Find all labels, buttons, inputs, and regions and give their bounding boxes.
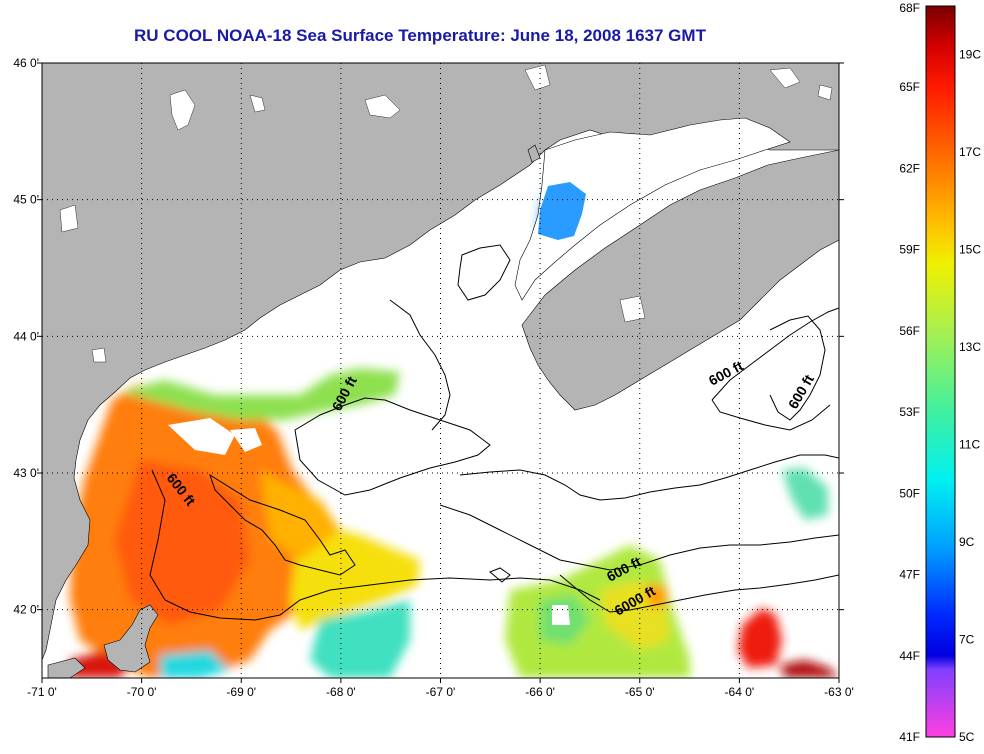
colorbar-f-label: 65F xyxy=(899,80,920,94)
colorbar-f-label: 41F xyxy=(899,730,920,744)
land-layer xyxy=(42,63,839,678)
colorbar-f-label: 56F xyxy=(899,324,920,338)
colorbar-f-label: 59F xyxy=(899,243,920,257)
contour-browns xyxy=(489,567,511,583)
lat-tick-label: 45 0' xyxy=(13,193,39,207)
contour-600ft-east xyxy=(769,315,826,421)
contour-600ft-north xyxy=(294,397,491,496)
colorbar-c-label: 17C xyxy=(959,145,981,159)
lon-tick-label: -64 0' xyxy=(725,685,755,699)
contour-600ft-georges xyxy=(439,504,839,571)
colorbar-f-label: 47F xyxy=(899,568,920,582)
lat-tick-label: 43 0' xyxy=(13,466,39,480)
sst-patch-gulf-of-maine-yellow xyxy=(290,520,420,630)
lon-tick-label: -67 0' xyxy=(426,685,456,699)
colorbar-f-label: 68F xyxy=(899,1,920,15)
contour-600ft-inner xyxy=(209,473,356,576)
water-bay-of-fundy xyxy=(514,117,791,301)
land-nantucket xyxy=(47,657,86,678)
sst-patch-orange-red xyxy=(115,460,250,625)
lon-tick-label: -65 0' xyxy=(625,685,655,699)
land-nova-scotia xyxy=(521,149,839,411)
lakes xyxy=(59,64,833,363)
contour-6000ft xyxy=(559,574,839,613)
sst-patch-southeast-red xyxy=(738,608,782,668)
lon-tick-label: -70 0' xyxy=(127,685,157,699)
colorbar-c-label: 9C xyxy=(959,535,975,549)
colorbar-c-label: 19C xyxy=(959,48,981,62)
lon-tick-label: -63 0' xyxy=(824,685,854,699)
contour-600ft-fundy-shoal xyxy=(457,244,511,301)
cloud-gaps xyxy=(168,418,570,625)
chart-title: RU COOL NOAA-18 Sea Surface Temperature:… xyxy=(134,26,706,45)
colorbar-celsius-labels: 19C 17C 15C 13C 11C 9C 7C 5C xyxy=(959,48,981,744)
sst-patch-yellow-orange xyxy=(260,470,340,560)
sst-data-layer xyxy=(70,182,838,678)
depth-contours xyxy=(149,244,839,621)
land-mainland xyxy=(42,63,839,661)
colorbar-c-label: 11C xyxy=(959,438,980,452)
colorbar-c-label: 7C xyxy=(959,633,975,647)
lon-tick-label: -71 0' xyxy=(27,685,57,699)
contour-600ft-scotian xyxy=(711,307,839,431)
sst-patch-southeast-darkred xyxy=(780,660,838,678)
sst-patch-green-north xyxy=(120,368,400,420)
contour-600ft-basin xyxy=(389,299,451,431)
colorbar-f-label: 50F xyxy=(899,486,920,500)
lon-tick-label: -68 0' xyxy=(326,685,356,699)
lat-tick-label: 42 0' xyxy=(13,603,39,617)
land-cape-cod xyxy=(103,604,159,673)
sst-patch-bay-of-fundy xyxy=(538,182,586,240)
colorbar-f-label: 44F xyxy=(899,649,920,663)
colorbar-c-label: 13C xyxy=(959,340,981,354)
colorbar-c-label: 15C xyxy=(959,243,981,257)
lon-tick-label: -69 0' xyxy=(226,685,256,699)
colorbar-f-label: 53F xyxy=(899,405,920,419)
lat-tick-label: 44 0' xyxy=(13,329,39,343)
map-axes: -71 0' -70 0' -69 0' -68 0' -67 0' -66 0' -65 … xyxy=(13,56,853,699)
colorbar-gradient xyxy=(925,5,956,738)
colorbar-f-label: 62F xyxy=(899,161,920,175)
colorbar-fahrenheit-labels: 68F 65F 62F 59F 56F 53F 50F 47F 44F 41F xyxy=(899,1,920,744)
sst-patch-cyan-nantucket xyxy=(160,650,230,678)
lat-tick-label: 46 0' xyxy=(13,56,39,70)
sst-patch-cyan-south xyxy=(310,600,410,678)
contour-600ft-gulf xyxy=(149,469,601,621)
sst-patch-orange-georges xyxy=(645,585,668,608)
sst-patch-northeast-cyan xyxy=(782,468,828,520)
colorbar-c-label: 5C xyxy=(959,730,975,744)
contour-shelf-break xyxy=(459,454,839,501)
lon-tick-label: -66 0' xyxy=(525,685,555,699)
